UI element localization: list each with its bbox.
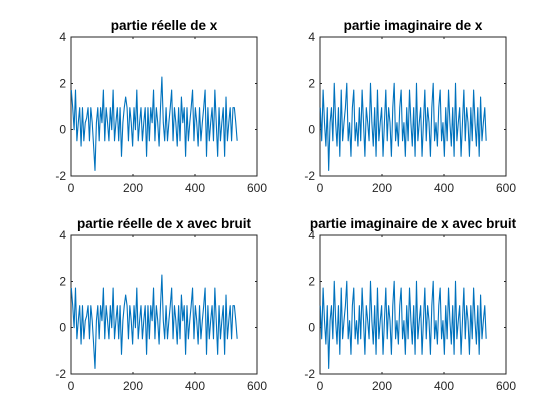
imag-part-xtick-label: 0 — [317, 181, 324, 195]
imag-part-noisy-title: partie imaginaire de x avec bruit — [310, 216, 517, 231]
real-part-series-line — [70, 76, 238, 171]
imag-part-title: partie imaginaire de x — [344, 18, 483, 33]
real-part-noisy-xtick-label: 0 — [68, 379, 75, 393]
imag-part-ytick-label: 4 — [308, 30, 315, 44]
imag-part-noisy-xtick-label: 600 — [496, 379, 516, 393]
real-part-xtick-label: 0 — [68, 181, 75, 195]
real-part-ytick-label: -2 — [55, 169, 66, 183]
real-part-noisy-ytick-label: 2 — [59, 274, 66, 288]
real-part-noisy-panel: partie réelle de x avec bruit 0 200 400 600 -… — [55, 216, 267, 393]
imag-part-noisy-ytick-label: -2 — [304, 367, 315, 381]
imag-part-noisy-ytick-label: 0 — [308, 321, 315, 335]
imag-part-ytick-label: 2 — [308, 76, 315, 90]
real-part-noisy-xtick-label: 600 — [247, 379, 267, 393]
real-part-title: partie réelle de x — [111, 18, 218, 33]
imag-part-noisy-ytick-label: 2 — [308, 274, 315, 288]
real-part-ytick-label: 4 — [59, 30, 66, 44]
real-part-noisy-ytick-label: -2 — [55, 367, 66, 381]
imag-part-noisy-ytick-label: 4 — [308, 228, 315, 242]
imag-part-series-line — [319, 82, 487, 171]
real-part-noisy-series-line — [70, 274, 238, 369]
real-part-noisy-ytick-label: 0 — [59, 321, 66, 335]
real-part-xtick-label: 400 — [185, 181, 205, 195]
imag-part-ytick-label: -2 — [304, 169, 315, 183]
real-part-ytick-label: 0 — [59, 123, 66, 137]
real-part-ytick-label: 2 — [59, 76, 66, 90]
real-part-noisy-title: partie réelle de x avec bruit — [77, 216, 252, 231]
real-part-noisy-xtick-label: 200 — [123, 379, 143, 393]
real-part-xtick-label: 600 — [247, 181, 267, 195]
imag-part-xtick-label: 400 — [434, 181, 454, 195]
real-part-noisy-ytick-label: 4 — [59, 228, 66, 242]
imag-part-noisy-panel: partie imaginaire de x avec bruit 0 200 400… — [304, 216, 516, 393]
imag-part-noisy-xtick-label: 200 — [372, 379, 392, 393]
imag-part-noisy-xtick-label: 400 — [434, 379, 454, 393]
imag-part-noisy-xtick-label: 0 — [317, 379, 324, 393]
real-part-noisy-xtick-label: 400 — [185, 379, 205, 393]
imag-part-xtick-label: 600 — [496, 181, 516, 195]
real-part-noisy-axes-box — [70, 234, 258, 375]
imag-part-ytick-label: 0 — [308, 123, 315, 137]
imag-part-xtick-label: 200 — [372, 181, 392, 195]
real-part-xtick-label: 200 — [123, 181, 143, 195]
imag-part-noisy-series-line — [319, 280, 487, 369]
real-part-axes-box — [70, 36, 258, 177]
